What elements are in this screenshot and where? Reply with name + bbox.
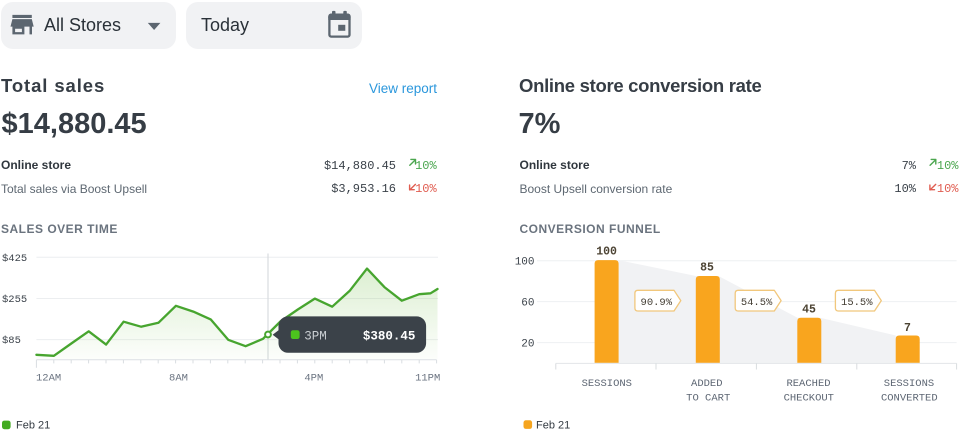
svg-text:20: 20: [521, 338, 534, 350]
svg-text:100: 100: [515, 257, 535, 269]
svg-text:90.9%: 90.9%: [641, 297, 673, 309]
svg-text:SESSIONS: SESSIONS: [884, 378, 934, 390]
svg-text:Feb 21: Feb 21: [536, 419, 570, 431]
svg-text:Feb 21: Feb 21: [16, 419, 50, 431]
svg-text:$85: $85: [2, 335, 21, 347]
svg-text:85: 85: [700, 262, 714, 275]
svg-text:ADDED: ADDED: [691, 378, 723, 390]
svg-text:11PM: 11PM: [415, 372, 440, 384]
svg-text:8AM: 8AM: [169, 372, 188, 384]
svg-text:4PM: 4PM: [304, 372, 323, 384]
svg-text:CHECKOUT: CHECKOUT: [784, 392, 834, 404]
svg-text:3PM: 3PM: [304, 330, 327, 344]
svg-text:SESSIONS: SESSIONS: [582, 378, 632, 390]
svg-text:54.5%: 54.5%: [741, 297, 773, 309]
svg-text:100: 100: [596, 245, 617, 258]
svg-text:TO CART: TO CART: [686, 392, 730, 404]
svg-text:$380.45: $380.45: [363, 330, 416, 344]
svg-text:$425: $425: [2, 253, 27, 265]
svg-text:CONVERTED: CONVERTED: [881, 392, 938, 404]
svg-text:15.5%: 15.5%: [841, 297, 873, 309]
svg-text:45: 45: [802, 303, 816, 316]
svg-text:$255: $255: [2, 294, 27, 306]
svg-text:7: 7: [904, 322, 911, 335]
svg-text:REACHED: REACHED: [786, 378, 830, 390]
svg-text:60: 60: [521, 297, 534, 309]
svg-text:12AM: 12AM: [36, 372, 61, 384]
